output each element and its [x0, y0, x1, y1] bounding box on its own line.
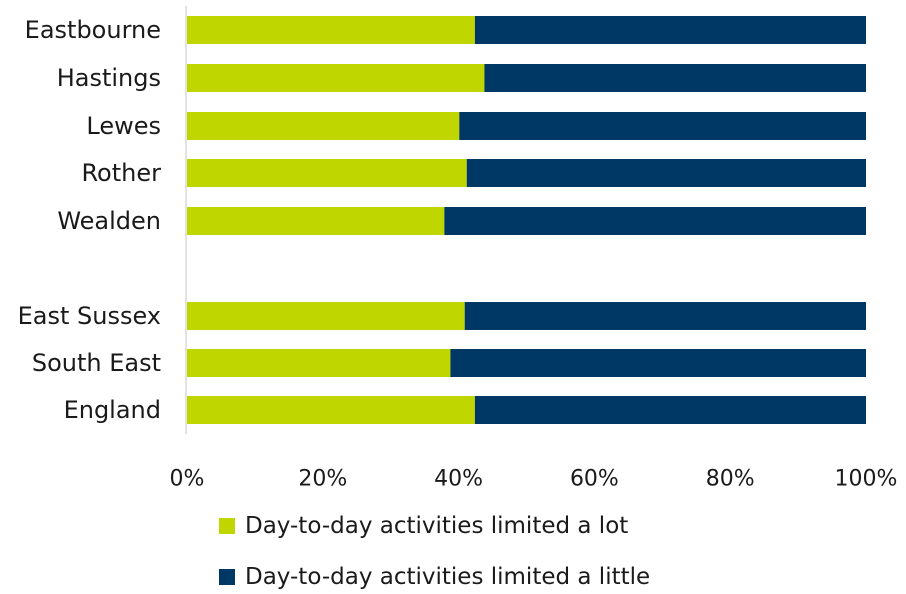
bar-segment-limited-a-lot — [187, 207, 445, 235]
category-labels: Eastbourne Hastings Lewes Rother Wealden East… — [18, 16, 162, 424]
bar-segment-limited-a-little — [474, 396, 866, 424]
bar-segment-limited-a-little — [459, 112, 866, 140]
category-label: England — [64, 396, 161, 424]
bar-segment-limited-a-little — [444, 207, 866, 235]
x-tick-label: 60% — [570, 467, 619, 492]
x-tick-label: 20% — [298, 467, 347, 492]
category-label: Lewes — [86, 112, 161, 140]
legend-swatch — [219, 518, 235, 534]
category-label: Wealden — [57, 207, 161, 235]
x-tick-label: 80% — [706, 467, 755, 492]
bar-segment-limited-a-lot — [187, 349, 451, 377]
x-tick-label: 0% — [170, 467, 205, 492]
category-label: Rother — [81, 159, 161, 187]
category-label: Eastbourne — [25, 16, 161, 44]
legend-swatch — [219, 569, 235, 585]
category-label: South East — [32, 349, 161, 377]
bar-segment-limited-a-lot — [187, 159, 467, 187]
bar-segment-limited-a-little — [474, 16, 866, 44]
legend-label: Day-to-day activities limited a little — [245, 564, 650, 590]
legend-label: Day-to-day activities limited a lot — [245, 513, 628, 539]
bar-segment-limited-a-little — [464, 302, 866, 330]
bar-segment-limited-a-little — [484, 64, 866, 92]
bar-segment-limited-a-lot — [187, 396, 475, 424]
bar-segment-limited-a-lot — [187, 64, 485, 92]
category-label: East Sussex — [18, 302, 161, 330]
bar-segment-limited-a-lot — [187, 16, 475, 44]
bar-area — [187, 16, 866, 424]
x-tick-label: 40% — [434, 467, 483, 492]
x-tick-labels: 0% 20% 40% 60% 80% 100% — [170, 467, 898, 492]
legend: Day-to-day activities limited a lot Day-t… — [219, 513, 650, 590]
bar-segment-limited-a-lot — [187, 112, 460, 140]
bar-segment-limited-a-lot — [187, 302, 465, 330]
category-label: Hastings — [57, 64, 161, 92]
x-tick-label: 100% — [835, 467, 898, 492]
bar-segment-limited-a-little — [450, 349, 866, 377]
bar-segment-limited-a-little — [466, 159, 866, 187]
